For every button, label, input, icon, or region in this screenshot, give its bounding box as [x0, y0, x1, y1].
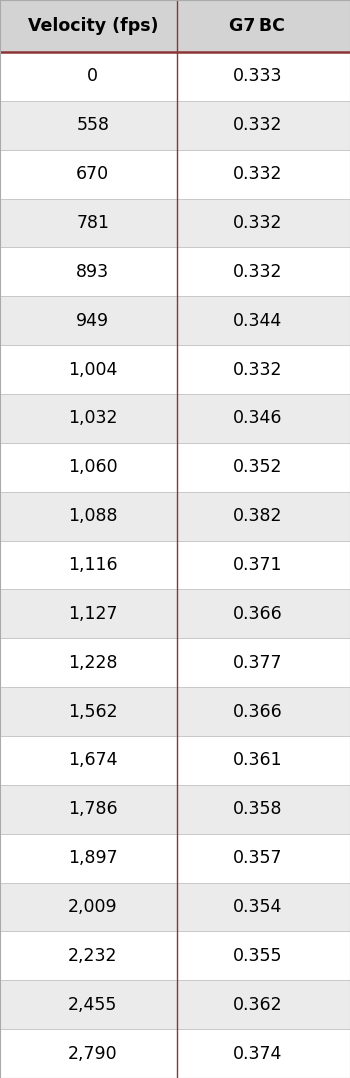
Text: 0.354: 0.354	[232, 898, 282, 916]
Bar	[0, 198, 350, 248]
Bar	[0, 931, 350, 980]
Text: 0.332: 0.332	[232, 116, 282, 135]
Text: 781: 781	[76, 215, 109, 232]
Bar	[0, 638, 350, 687]
Bar	[0, 980, 350, 1029]
Text: 1,116: 1,116	[68, 556, 118, 573]
Text: 0.346: 0.346	[232, 410, 282, 428]
Text: 1,088: 1,088	[68, 507, 118, 525]
Bar	[0, 736, 350, 785]
Text: 0.332: 0.332	[232, 263, 282, 281]
Text: 0.374: 0.374	[232, 1045, 282, 1063]
Bar	[0, 393, 350, 443]
Text: G7 BC: G7 BC	[229, 17, 285, 34]
Text: 0.344: 0.344	[233, 312, 282, 330]
Bar	[0, 590, 350, 638]
Text: 1,562: 1,562	[68, 703, 118, 720]
Text: 0.333: 0.333	[232, 68, 282, 85]
Text: 949: 949	[76, 312, 109, 330]
Text: 0.361: 0.361	[232, 751, 282, 770]
Text: 0.382: 0.382	[232, 507, 282, 525]
Text: 1,004: 1,004	[68, 360, 118, 378]
Bar	[0, 101, 350, 150]
Bar	[0, 0, 350, 52]
Text: 0.332: 0.332	[232, 360, 282, 378]
Bar	[0, 833, 350, 883]
Text: 2,009: 2,009	[68, 898, 118, 916]
Text: 0.332: 0.332	[232, 215, 282, 232]
Text: 0.366: 0.366	[232, 605, 282, 623]
Text: 0.371: 0.371	[232, 556, 282, 573]
Text: 0.377: 0.377	[232, 653, 282, 672]
Bar	[0, 785, 350, 833]
Text: 0.362: 0.362	[232, 996, 282, 1013]
Text: Velocity (fps): Velocity (fps)	[28, 17, 158, 34]
Bar	[0, 150, 350, 198]
Text: 2,232: 2,232	[68, 946, 118, 965]
Bar	[0, 540, 350, 590]
Bar	[0, 687, 350, 736]
Text: 558: 558	[76, 116, 109, 135]
Text: 1,228: 1,228	[68, 653, 118, 672]
Bar	[0, 296, 350, 345]
Text: 1,674: 1,674	[68, 751, 118, 770]
Bar	[0, 443, 350, 492]
Text: 0: 0	[87, 68, 98, 85]
Text: 893: 893	[76, 263, 109, 281]
Text: 0.355: 0.355	[232, 946, 282, 965]
Bar	[0, 883, 350, 931]
Bar	[0, 248, 350, 296]
Text: 670: 670	[76, 165, 109, 183]
Text: 0.358: 0.358	[232, 800, 282, 818]
Text: 2,790: 2,790	[68, 1045, 118, 1063]
Bar	[0, 1029, 350, 1078]
Bar	[0, 492, 350, 540]
Text: 1,060: 1,060	[68, 458, 118, 476]
Bar	[0, 345, 350, 393]
Text: 0.366: 0.366	[232, 703, 282, 720]
Text: 1,786: 1,786	[68, 800, 118, 818]
Text: 1,032: 1,032	[68, 410, 118, 428]
Text: 0.352: 0.352	[232, 458, 282, 476]
Text: 0.357: 0.357	[232, 849, 282, 867]
Text: 0.332: 0.332	[232, 165, 282, 183]
Text: 1,897: 1,897	[68, 849, 118, 867]
Text: 2,455: 2,455	[68, 996, 118, 1013]
Text: 1,127: 1,127	[68, 605, 118, 623]
Bar	[0, 52, 350, 101]
